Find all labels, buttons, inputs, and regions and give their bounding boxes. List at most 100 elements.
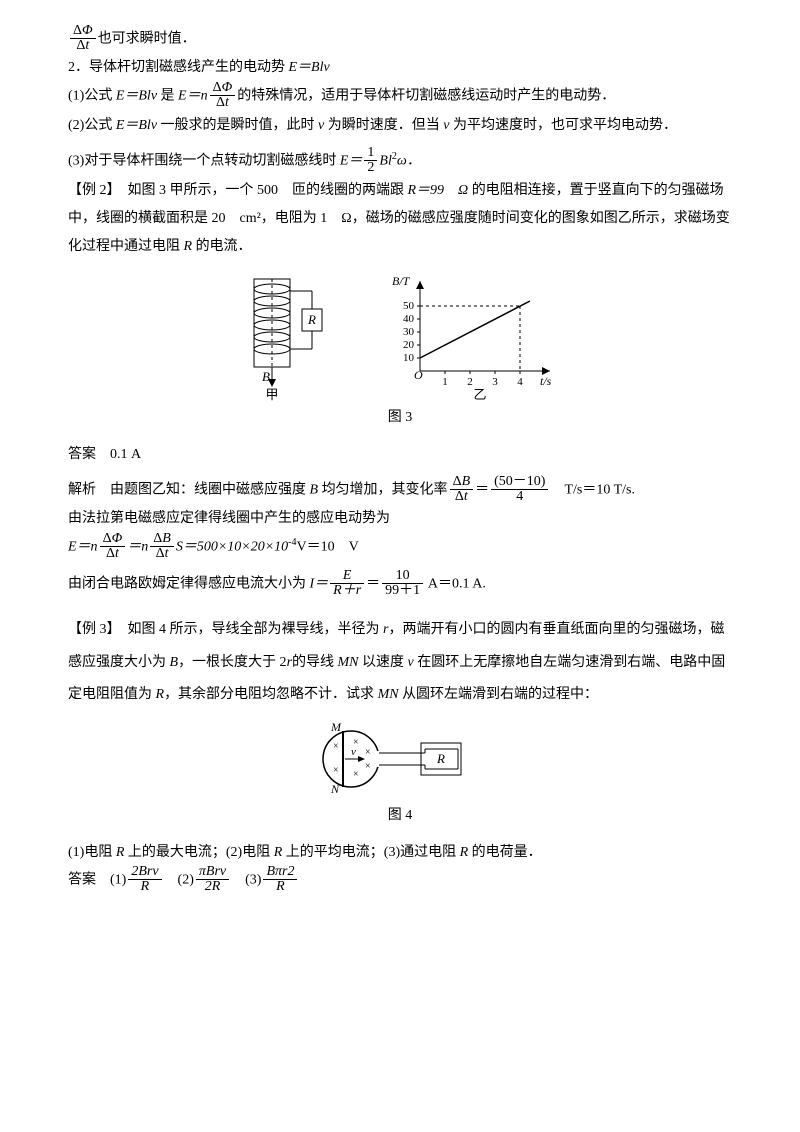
frac-E-Rr: ER＋r <box>330 569 364 600</box>
text: (3)对于导体杆围绕一个点转动切割磁感线时 <box>68 154 340 169</box>
svg-text:3: 3 <box>492 376 498 388</box>
var-MN: MN <box>338 655 359 670</box>
example-2: 【例 2】 如图 3 甲所示，一个 500 匝的线圈的两端跟 R＝99 Ω 的电… <box>68 177 732 261</box>
frac-dphi-dt-2: ΔΦΔt <box>210 81 236 112</box>
equation: E＝Blv <box>116 89 157 104</box>
frac-half: 12 <box>364 146 377 177</box>
text: 一般求的是瞬时值，此时 <box>157 118 318 133</box>
line-4: (2)公式 E＝Blv 一般求的是瞬时值，此时 v 为瞬时速度．但当 v 为平均… <box>68 112 732 140</box>
equation: E＝ <box>340 154 363 169</box>
question-parts: (1)电阻 R 上的最大电流；(2)电阻 R 上的平均电流；(3)通过电阻 R … <box>68 840 732 866</box>
frac: ΔBΔt <box>150 532 174 563</box>
svg-text:×: × <box>365 761 371 772</box>
text: 为瞬时速度．但当 <box>324 118 443 133</box>
svg-text:20: 20 <box>403 339 415 351</box>
text: A＝0.1 A. <box>425 577 486 592</box>
solution-2-line1: 解析 由题图乙知：线圈中磁感应强度 B 均匀增加，其变化率ΔBΔt＝(50－10… <box>68 475 732 506</box>
svg-text:甲: 甲 <box>265 387 278 401</box>
text: 均匀增加，其变化率 <box>318 483 448 498</box>
text: 上的平均电流；(3)通过电阻 <box>282 845 459 860</box>
svg-text:t/s: t/s <box>540 374 552 388</box>
frac-rate: (50－10)4 <box>491 475 548 506</box>
solution-2-eq1: E＝nΔΦΔt＝nΔBΔtS＝500×10×20×10-4V＝10 V <box>68 532 732 563</box>
frac-10-100: 1099＋1 <box>382 569 423 600</box>
line-3: (1)公式 E＝Blv 是 E＝nΔΦΔt的特殊情况，适用于导体杆切割磁感线运动… <box>68 81 732 112</box>
svg-text:2: 2 <box>467 376 473 388</box>
text: 为平均速度时，也可求平均电动势． <box>449 118 677 133</box>
equation: ＝n <box>127 540 148 555</box>
svg-text:R: R <box>436 751 445 766</box>
svg-text:50: 50 <box>403 300 415 312</box>
svg-text:40: 40 <box>403 313 415 325</box>
svg-text:N: N <box>330 782 340 796</box>
text: 的电流． <box>192 239 252 254</box>
equation: E＝Blv <box>289 60 330 75</box>
text: (1)电阻 <box>68 845 116 860</box>
svg-text:×: × <box>353 737 359 748</box>
text: 上的最大电流；(2)电阻 <box>124 845 273 860</box>
text: 的特殊情况，适用于导体杆切割磁感线运动时产生的电动势． <box>237 89 615 104</box>
text: 从圆环左端滑到右端的过程中： <box>399 687 599 702</box>
var-R: R <box>156 687 165 702</box>
svg-text:×: × <box>333 765 339 776</box>
frac-ans2: πBrv2R <box>196 865 229 896</box>
figure-3: R B 甲 B/T t/s 10 20 30 40 50 1 2 3 4 O <box>68 271 732 401</box>
bt-graph: B/T t/s 10 20 30 40 50 1 2 3 4 O 乙 <box>390 271 560 401</box>
equation: E＝n <box>68 540 98 555</box>
frac-dphi-dt: ΔΦ Δt <box>70 24 96 55</box>
text: ，一根长度大于 2 <box>178 655 287 670</box>
svg-text:M: M <box>330 720 342 734</box>
var-B: B <box>310 483 319 498</box>
text: 的导线 <box>292 655 338 670</box>
circuit-diagram: M N v × × × × × × R <box>313 719 488 799</box>
text: 2．导体杆切割磁感线产生的电动势 <box>68 60 289 75</box>
text: 以速度 <box>359 655 408 670</box>
text: T/s＝10 T/s. <box>550 483 635 498</box>
frac: ΔΦΔt <box>100 532 126 563</box>
svg-text:×: × <box>353 769 359 780</box>
figure-3-caption: 图 3 <box>68 405 732 432</box>
example-3: 【例 3】 如图 4 所示，导线全部为裸导线，半径为 r，两端开有小口的圆内有垂… <box>68 614 732 711</box>
solution-2-line2: 由法拉第电磁感应定律得线圈中产生的感应电动势为 <box>68 506 732 532</box>
text: (3) <box>231 873 261 888</box>
text: (1)公式 <box>68 89 116 104</box>
solution-2-eq2: 由闭合电路欧姆定律得感应电流大小为 I＝ER＋r＝1099＋1 A＝0.1 A. <box>68 569 732 600</box>
equation: E＝n <box>178 89 208 104</box>
equation: R＝99 Ω <box>408 183 469 198</box>
text: 【例 2】 如图 3 甲所示，一个 500 匝的线圈的两端跟 <box>68 183 408 198</box>
text: 由闭合电路欧姆定律得感应电流大小为 <box>68 577 310 592</box>
svg-text:×: × <box>333 741 339 752</box>
svg-text:乙: 乙 <box>473 387 486 401</box>
equation: I＝ <box>310 577 329 592</box>
svg-text:O: O <box>414 368 423 382</box>
frac-ans1: 2BrvR <box>128 865 161 896</box>
svg-text:4: 4 <box>517 376 523 388</box>
var-MN: MN <box>378 687 399 702</box>
text: 【例 3】 如图 4 所示，导线全部为裸导线，半径为 <box>68 622 383 637</box>
svg-text:10: 10 <box>403 352 415 364</box>
svg-text:×: × <box>365 747 371 758</box>
answer-2: 答案 0.1 A <box>68 441 732 469</box>
text: 也可求瞬时值． <box>98 32 196 47</box>
line-5: (3)对于导体杆围绕一个点转动切割磁感线时 E＝12Bl2ω． <box>68 146 732 177</box>
var-B: B <box>170 655 179 670</box>
frac-ans3: Bπr2R <box>263 865 297 896</box>
equation: E＝Blv <box>116 118 157 133</box>
text: 的电荷量． <box>468 845 542 860</box>
text: (2)公式 <box>68 118 116 133</box>
text: 答案 (1) <box>68 873 126 888</box>
answer-3: 答案 (1)2BrvR (2)πBrv2R (3)Bπr2R <box>68 865 732 896</box>
text: ω． <box>397 154 421 169</box>
coil-diagram: R B 甲 <box>240 271 360 401</box>
equation: Bl <box>379 154 391 169</box>
line-2: 2．导体杆切割磁感线产生的电动势 E＝Blv <box>68 55 732 81</box>
text: ，其余部分电阻均忽略不计．试求 <box>164 687 378 702</box>
line-fraction-tail: ΔΦ Δt 也可求瞬时值． <box>68 24 732 55</box>
svg-text:R: R <box>307 312 316 327</box>
svg-text:30: 30 <box>403 326 415 338</box>
text: (2) <box>164 873 194 888</box>
text: 是 <box>157 89 178 104</box>
equation: S＝500×10×20×10 <box>176 540 288 555</box>
figure-4-caption: 图 4 <box>68 803 732 830</box>
svg-text:1: 1 <box>442 376 448 388</box>
